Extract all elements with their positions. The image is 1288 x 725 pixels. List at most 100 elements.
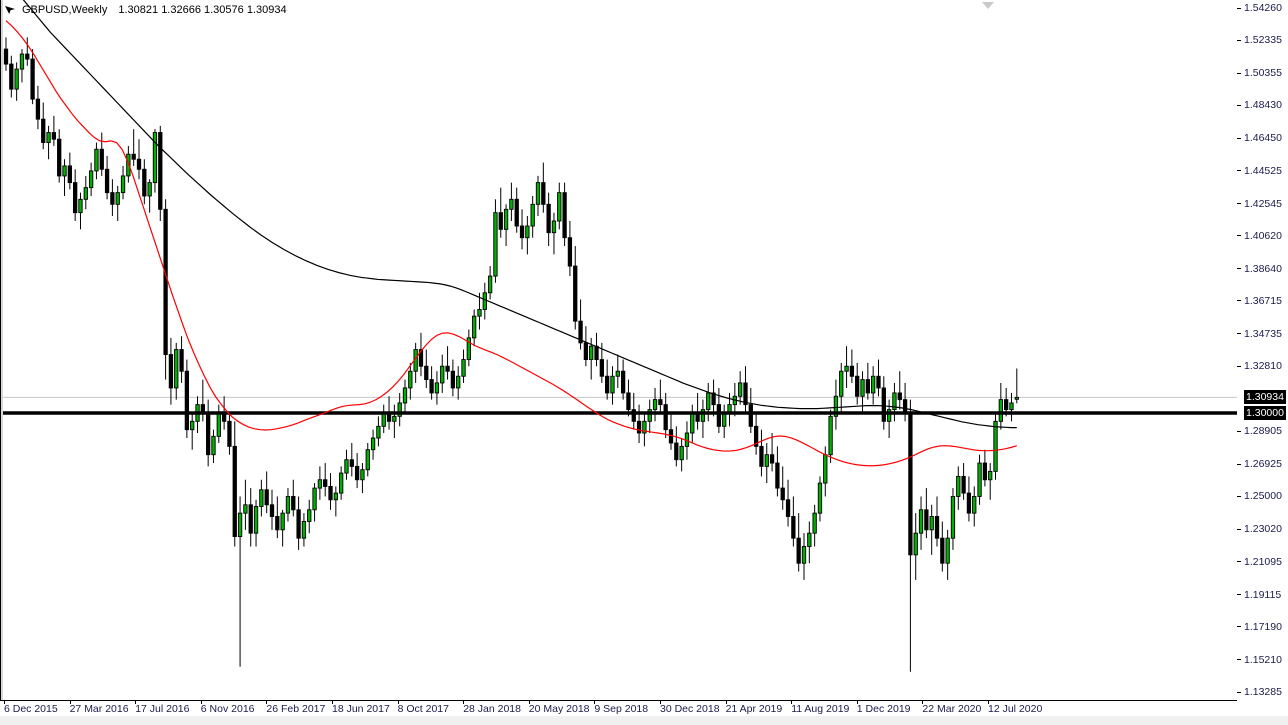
candle-bull	[801, 546, 807, 564]
candle-bull	[833, 395, 839, 417]
candle-bear	[9, 63, 14, 90]
price-tick-mark	[1237, 170, 1241, 171]
price-tick-mark	[1237, 691, 1241, 693]
price-label-text: 1.23020	[1244, 523, 1282, 536]
candle-bull	[1009, 402, 1014, 411]
price-tick-mark	[1237, 594, 1241, 596]
candle-bear	[743, 382, 748, 406]
price-label-text: 1.32810	[1244, 360, 1282, 373]
chart-left-gutter	[0, 0, 3, 700]
candle-bull	[312, 487, 317, 511]
time-label: 6 Nov 2016	[200, 703, 255, 715]
price-tick-mark	[1237, 561, 1241, 563]
candle-bear	[264, 489, 269, 506]
price-label: 1.32810	[1237, 360, 1282, 373]
candle-bear	[849, 365, 855, 377]
time-label: 1 Dec 2019	[856, 703, 911, 715]
candle-bear	[583, 342, 589, 360]
price-label-text: 1.21095	[1244, 555, 1282, 568]
time-tick-mark	[332, 700, 333, 704]
candle-bull	[147, 182, 152, 197]
candle-bull	[472, 315, 477, 339]
candle-bull	[152, 132, 158, 184]
candle-bear	[99, 148, 104, 170]
price-label: 1.15210	[1237, 653, 1282, 666]
candle-bull	[370, 437, 376, 451]
time-tick-mark	[200, 700, 202, 704]
time-tick-mark	[266, 700, 268, 704]
candle-bear	[881, 387, 886, 422]
candle-bull	[647, 409, 652, 422]
price-label: 1.25000	[1237, 490, 1282, 502]
candle-bear	[780, 487, 785, 501]
candle-bull	[211, 435, 216, 456]
candle-bear	[514, 198, 519, 227]
price-label-text: 1.13285	[1244, 686, 1282, 698]
price-label: 1.19115	[1237, 589, 1281, 601]
candle-bear	[578, 320, 583, 344]
candle-bull	[977, 462, 982, 497]
candle-bull	[945, 537, 950, 564]
candle-bear	[876, 375, 881, 389]
candle-bear	[785, 499, 791, 517]
price-label-text: 1.15210	[1244, 653, 1282, 666]
price-label-text: 1.44525	[1244, 164, 1282, 177]
price-tick-mark	[1237, 495, 1241, 497]
candle-bear	[232, 445, 237, 537]
candle-bull	[477, 309, 482, 317]
candle-bull	[812, 512, 817, 534]
candle-bull	[46, 132, 51, 143]
candle-bull	[828, 415, 833, 456]
candle-bear	[418, 349, 424, 367]
chart-canvas[interactable]	[0, 0, 1237, 700]
candle-bear	[136, 158, 142, 170]
candle-bear	[796, 537, 801, 564]
price-label-text: 1.42545	[1244, 197, 1282, 210]
price-label: 1.44525	[1237, 164, 1282, 177]
time-axis[interactable]: 6 Dec 2015 27 Mar 2016 17 Jul 2016 6 Nov 20…	[0, 700, 1237, 725]
candle-bear	[626, 392, 631, 411]
candle-bull	[892, 392, 897, 411]
candle-bull	[1014, 396, 1019, 400]
candle-bear	[562, 192, 567, 239]
candle-bull	[929, 516, 934, 531]
candle-bear	[445, 365, 450, 372]
candle-bear	[748, 404, 753, 427]
candle-bull	[301, 521, 307, 539]
price-label-text: 1.54260	[1244, 2, 1282, 14]
candle-bear	[541, 182, 546, 205]
candle-bear	[3, 48, 9, 65]
time-tick-mark	[725, 700, 727, 704]
price-tick-mark	[1237, 268, 1241, 270]
candle-bull	[259, 489, 264, 507]
candle-bull	[216, 412, 221, 437]
candle-bear	[924, 509, 929, 531]
price-label: 1.13285	[1237, 686, 1282, 698]
price-tick-mark	[1237, 463, 1241, 465]
price-label: 1.36715	[1237, 295, 1282, 307]
candle-bear	[567, 237, 573, 267]
candle-bull	[461, 359, 466, 377]
chart-left-border	[0, 0, 1, 700]
price-label-highlighted: 1.30934	[1237, 390, 1286, 405]
candle-bull	[344, 459, 349, 474]
candle-bull	[493, 212, 498, 277]
time-tick-mark	[397, 700, 399, 704]
time-label: 9 Sep 2018	[594, 703, 649, 715]
price-label-text: 1.34735	[1244, 327, 1282, 340]
candle-bear	[323, 479, 328, 487]
candle-bear	[753, 425, 759, 447]
candle-bear	[1004, 399, 1009, 411]
candle-bull	[120, 175, 126, 194]
time-label: 17 Jul 2016	[135, 703, 190, 715]
candle-bull	[886, 409, 892, 422]
time-tick-mark	[922, 700, 924, 704]
price-tick-mark	[1237, 104, 1241, 106]
candle-bull	[998, 399, 1003, 422]
price-axis[interactable]: 1.54260 1.52335 1.50355 1.48430 1.46450 1.445…	[1237, 0, 1288, 725]
candle-bear	[982, 462, 988, 481]
candle-bull	[94, 148, 99, 172]
price-tick-mark	[1237, 72, 1241, 74]
candle-bull	[615, 370, 620, 377]
